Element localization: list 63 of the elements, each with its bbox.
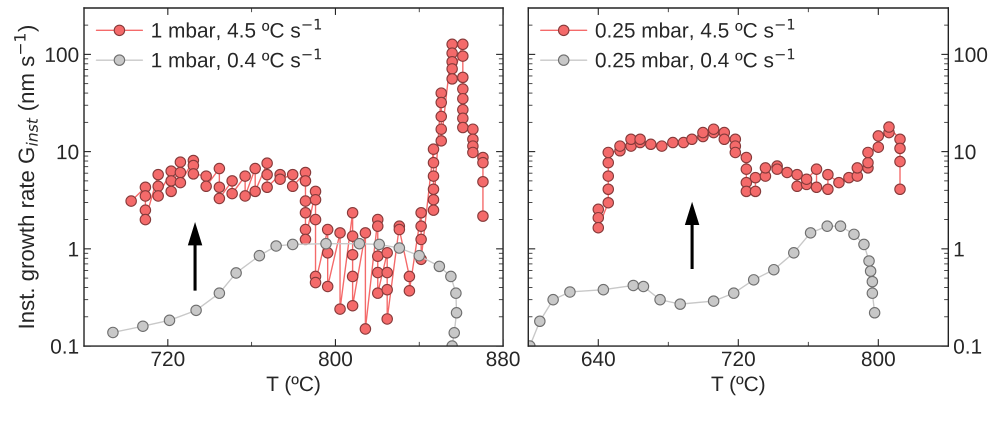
point xyxy=(434,260,446,272)
point xyxy=(450,307,462,319)
point xyxy=(848,228,860,240)
y-tick-label: 10 xyxy=(954,144,976,160)
point xyxy=(863,255,875,267)
x-tick-label: 640 xyxy=(582,351,615,366)
point xyxy=(858,238,870,250)
y-tick-label: 100 xyxy=(954,47,988,62)
x-tick-label: 800 xyxy=(318,351,352,366)
point xyxy=(254,250,266,262)
y-tick-label: 10 xyxy=(58,144,78,160)
point xyxy=(768,264,780,276)
legend-label: 0.25 mbar, 4.5 ºC s$^{−1}$ xyxy=(596,18,794,40)
x-tick-label: 880 xyxy=(486,351,520,366)
point xyxy=(190,304,202,316)
y-axis-title: Inst. growth rate G$_{inst}$ (nm s$^{−1}$) xyxy=(14,26,39,328)
x-axis-title: T (ºC) xyxy=(711,376,764,396)
y-tick-label: 1 xyxy=(69,242,78,256)
point xyxy=(821,220,833,232)
point xyxy=(654,294,666,306)
y-tick-label: 1 xyxy=(954,242,964,256)
point xyxy=(564,286,576,298)
point xyxy=(214,287,226,299)
y-tick-label: 0.1 xyxy=(954,339,982,354)
point xyxy=(598,284,610,296)
legend-label: 1 mbar, 0.4 ºC s$^{−1}$ xyxy=(152,48,322,70)
legend-label: 1 mbar, 4.5 ºC s$^{−1}$ xyxy=(152,18,322,40)
point xyxy=(286,238,298,250)
point xyxy=(534,315,546,328)
point xyxy=(728,287,740,299)
point xyxy=(320,238,332,250)
point xyxy=(270,240,282,252)
point xyxy=(708,295,720,307)
point xyxy=(866,287,878,299)
point xyxy=(445,270,457,282)
point xyxy=(137,320,149,332)
point xyxy=(864,265,876,277)
x-tick-label: 720 xyxy=(152,351,184,366)
y-tick-label: 0.1 xyxy=(51,339,78,354)
point xyxy=(748,274,760,286)
point xyxy=(804,227,816,239)
point xyxy=(107,326,119,338)
point xyxy=(354,238,366,250)
point xyxy=(164,314,176,326)
point xyxy=(866,276,878,288)
point xyxy=(868,307,880,319)
point xyxy=(834,220,846,232)
point xyxy=(638,280,650,292)
point xyxy=(674,298,686,310)
x-axis-title: T (ºC) xyxy=(266,376,320,396)
point xyxy=(450,287,462,299)
legend-label: 0.25 mbar, 0.4 ºC s$^{−1}$ xyxy=(596,48,794,70)
point xyxy=(547,294,559,306)
point xyxy=(394,242,406,254)
point xyxy=(788,247,800,259)
y-tick-label: 100 xyxy=(46,47,78,62)
point xyxy=(373,238,385,250)
point xyxy=(448,327,460,339)
point xyxy=(628,280,640,292)
point xyxy=(413,250,426,262)
x-tick-label: 720 xyxy=(722,351,755,366)
point xyxy=(230,267,242,279)
x-tick-label: 800 xyxy=(862,351,895,366)
